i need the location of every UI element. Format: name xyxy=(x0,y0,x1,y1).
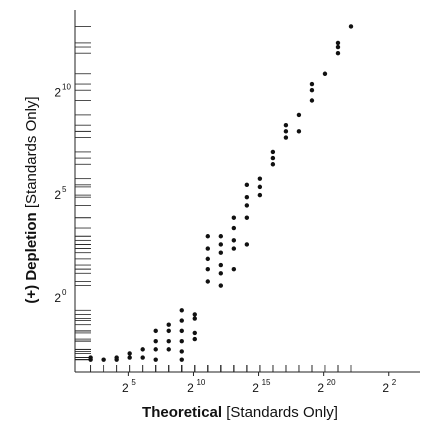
x-tick-base: 2 xyxy=(122,381,129,395)
data-point xyxy=(283,129,289,134)
data-point xyxy=(244,242,250,247)
x-tick-exponent: 10 xyxy=(196,378,205,387)
data-point xyxy=(218,242,224,247)
data-points xyxy=(88,24,354,362)
data-point xyxy=(166,322,171,327)
data-point xyxy=(270,149,276,155)
x-tick-exponent: 5 xyxy=(131,378,136,387)
data-point xyxy=(335,50,341,56)
x-axis-label: Theoretical [Standards Only] xyxy=(142,404,338,421)
data-point xyxy=(192,312,197,317)
data-point xyxy=(153,338,158,344)
data-point xyxy=(283,135,289,140)
data-point xyxy=(231,266,237,272)
y-tick-exponent: 0 xyxy=(62,288,67,297)
y-tick-exponent: 10 xyxy=(62,82,71,91)
data-point xyxy=(335,44,341,50)
data-point xyxy=(192,316,197,321)
data-point xyxy=(166,338,171,344)
data-point xyxy=(348,24,354,29)
data-point xyxy=(205,256,210,262)
data-point xyxy=(127,351,132,356)
data-point xyxy=(257,176,263,181)
data-point xyxy=(322,71,328,76)
data-point xyxy=(101,357,106,362)
data-point xyxy=(179,357,184,362)
data-point xyxy=(140,355,145,360)
x-axis-rug xyxy=(90,365,352,372)
x-tick-exponent: 2 xyxy=(392,378,397,387)
data-point xyxy=(166,328,171,334)
data-point xyxy=(205,266,210,272)
data-point xyxy=(296,129,302,134)
data-point xyxy=(179,308,184,313)
data-point xyxy=(153,347,158,352)
data-point xyxy=(179,338,184,344)
data-point xyxy=(283,122,289,128)
data-point xyxy=(179,318,184,323)
data-point xyxy=(244,203,250,208)
data-point xyxy=(218,262,224,268)
data-point xyxy=(114,357,119,362)
y-axis-label: (+) Depletion [Standards Only] xyxy=(23,96,40,303)
y-tick-base: 2 xyxy=(54,188,61,202)
data-point xyxy=(296,112,302,118)
data-point xyxy=(205,246,210,251)
data-point xyxy=(192,336,197,342)
data-point xyxy=(192,330,197,336)
data-point xyxy=(179,349,184,354)
y-axis-rug xyxy=(75,26,91,361)
data-point xyxy=(231,225,237,231)
data-point xyxy=(205,234,210,239)
data-point xyxy=(231,238,237,243)
data-point xyxy=(335,40,341,46)
x-tick-base: 2 xyxy=(187,381,194,395)
x-tick-exponent: 20 xyxy=(327,378,336,387)
data-point xyxy=(140,347,145,352)
data-point xyxy=(88,357,93,362)
x-tick-base: 2 xyxy=(317,381,324,395)
x-tick-exponent: 15 xyxy=(262,378,271,387)
x-tick-base: 2 xyxy=(382,381,389,395)
data-point xyxy=(270,162,276,167)
data-point xyxy=(218,250,224,255)
x-tick-base: 2 xyxy=(252,381,259,395)
data-point xyxy=(244,182,250,188)
data-point xyxy=(309,81,315,87)
data-point xyxy=(257,184,263,190)
data-point xyxy=(231,215,237,220)
data-point xyxy=(218,234,224,239)
data-point xyxy=(309,88,315,93)
data-point xyxy=(244,215,250,220)
y-tick-label: 2 10 xyxy=(54,82,71,99)
tick-labels: 2 5 2 10 2 15 2 20 2 22 02 52 10 xyxy=(54,82,396,395)
data-point xyxy=(218,283,224,288)
y-tick-exponent: 5 xyxy=(62,185,67,194)
data-point xyxy=(127,355,132,360)
data-point xyxy=(179,328,184,334)
y-tick-base: 2 xyxy=(54,85,61,99)
axes xyxy=(74,10,420,373)
data-point xyxy=(270,155,276,161)
data-point xyxy=(244,194,250,200)
data-point xyxy=(153,357,158,362)
data-point xyxy=(153,328,158,334)
data-point xyxy=(166,347,171,352)
x-tick-label: 2 10 xyxy=(187,378,206,395)
data-point xyxy=(309,98,315,103)
data-point xyxy=(231,246,237,251)
y-tick-base: 2 xyxy=(54,291,61,305)
x-tick-label: 2 15 xyxy=(252,378,271,395)
data-point xyxy=(218,271,224,276)
data-point xyxy=(257,192,263,198)
x-tick-label: 2 20 xyxy=(317,378,336,395)
data-point xyxy=(205,279,210,284)
